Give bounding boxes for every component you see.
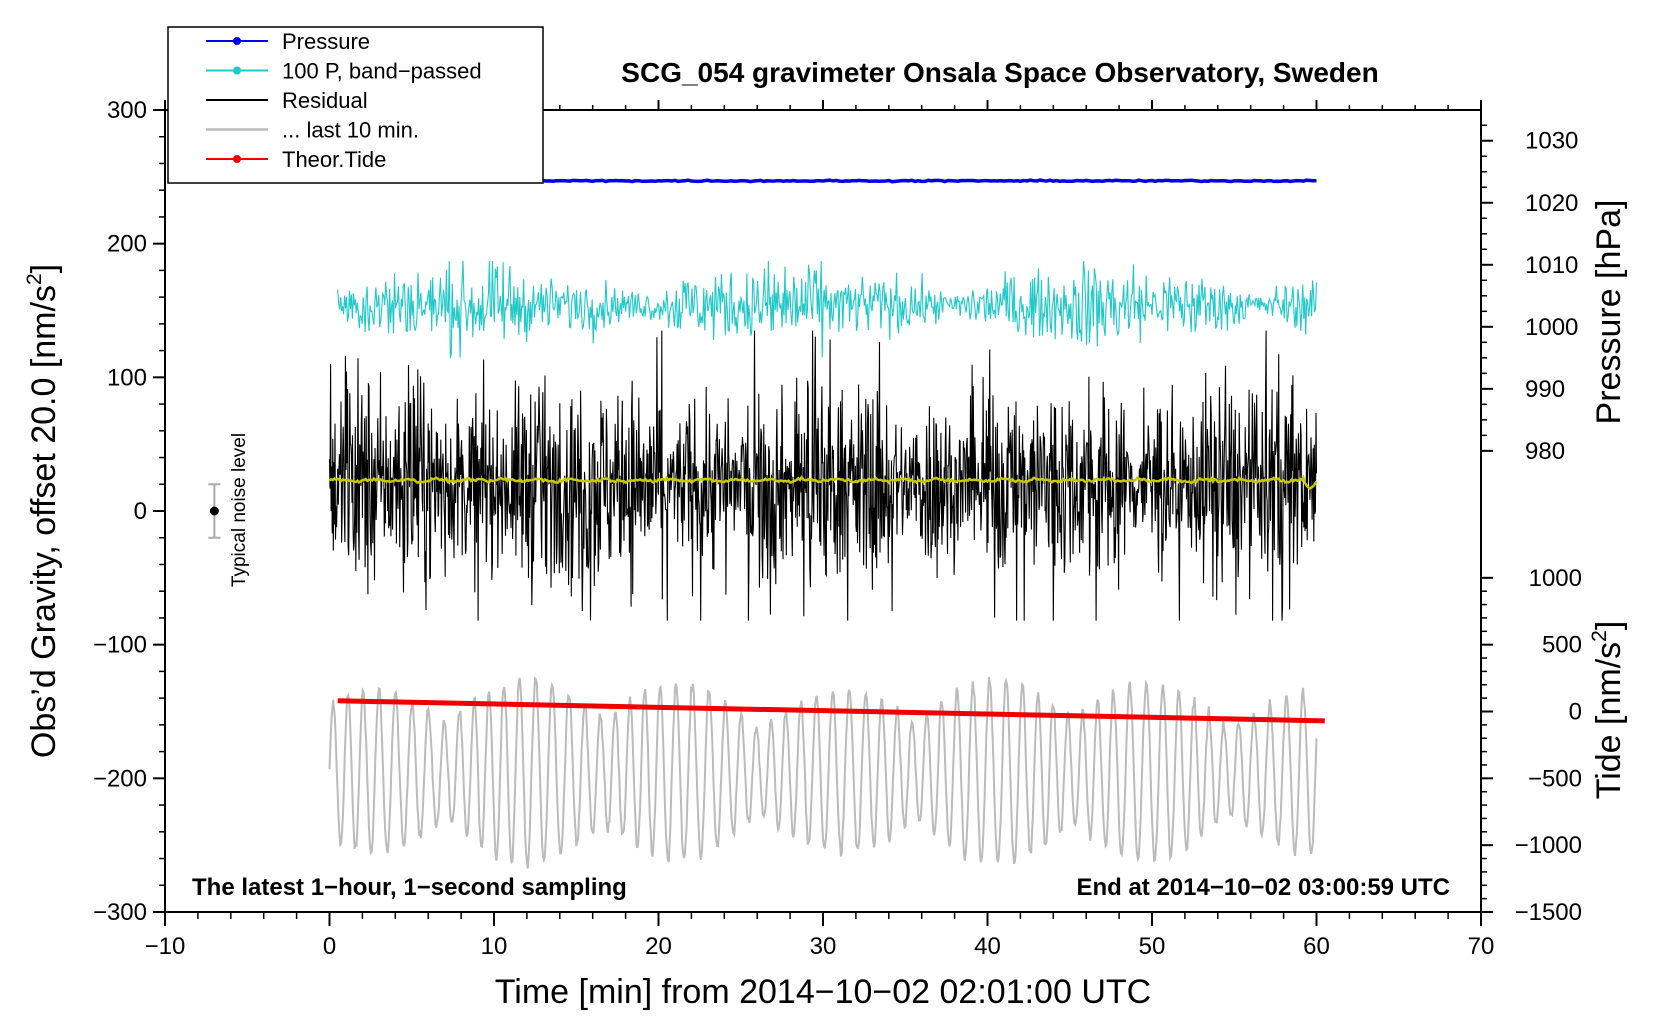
series-theor-tide [337, 698, 1325, 724]
x-tick-label: 0 [323, 933, 336, 960]
series-layer [328, 178, 1325, 869]
noise-bar-dot [209, 506, 219, 516]
y-tick-label: 100 [107, 364, 147, 391]
pressure-tick-label: 1020 [1525, 190, 1578, 217]
x-tick-label: 20 [645, 933, 672, 960]
y-axis-title-close: ] [25, 264, 63, 273]
x-tick-label: 10 [481, 933, 508, 960]
y-axis-title-main: Obs’d Gravity, offset 20.0 [nm/s [25, 285, 63, 758]
series-last-10-min [328, 676, 1318, 869]
tide-tick-label: 500 [1542, 632, 1582, 659]
pressure-tick-label: 1010 [1525, 252, 1578, 279]
y-tick-label: −300 [93, 899, 147, 926]
tide-tick-label: −1500 [1515, 899, 1582, 926]
legend-marker [233, 155, 241, 163]
series-residual-smoothed [328, 474, 1318, 490]
x-tick-label: −10 [145, 933, 186, 960]
pressure-tick-label: 990 [1525, 376, 1565, 403]
x-tick-label: 40 [974, 933, 1001, 960]
tide-tick-label: 1000 [1529, 565, 1582, 592]
series-pressure-bandpassed [337, 260, 1318, 359]
tide-axis-title: Tide [nm/s2] [1588, 621, 1628, 800]
pressure-tick-label: 1000 [1525, 314, 1578, 341]
y-axis-title: Obs’d Gravity, offset 20.0 [nm/s2] [23, 264, 63, 758]
legend-box [167, 26, 544, 184]
x-tick-label: 50 [1139, 933, 1166, 960]
legend-label: Theor.Tide [282, 147, 386, 172]
legend-marker [233, 37, 241, 45]
noise-level-bar [208, 483, 221, 539]
pressure-axis-title: Pressure [hPa] [1590, 200, 1628, 425]
pressure-tick-label: 1030 [1525, 128, 1578, 155]
tide-tick-label: −500 [1528, 765, 1582, 792]
y-tick-label: 0 [134, 498, 147, 525]
note-sampling: The latest 1−hour, 1−second sampling [192, 874, 627, 901]
y-tick-label: 200 [107, 231, 147, 258]
tide-axis-title-sup: 2 [1588, 630, 1611, 642]
legend-label: Pressure [282, 29, 370, 54]
legend-marker [233, 66, 241, 75]
note-end-time: End at 2014−10−02 03:00:59 UTC [1076, 874, 1450, 901]
y-tick-label: 300 [107, 97, 147, 124]
legend-label: Residual [282, 88, 368, 113]
y-axis-title-sup: 2 [23, 273, 46, 285]
x-tick-label: 30 [810, 933, 837, 960]
chart-title: SCG_054 gravimeter Onsala Space Observat… [621, 57, 1378, 88]
x-axis-title: Time [min] from 2014−10−02 02:01:00 UTC [495, 973, 1151, 1011]
y-tick-label: −100 [93, 632, 147, 659]
legend-label: ... last 10 min. [282, 118, 419, 143]
tide-tick-label: 0 [1569, 699, 1582, 726]
legend-label: 100 P, band−passed [282, 59, 482, 84]
legend: Pressure 100 P, band−passed Residual ... la… [167, 26, 544, 184]
noise-level-label: Typical noise level [229, 433, 250, 587]
y-tick-label: −200 [93, 765, 147, 792]
tide-axis-title-main: Tide [nm/s [1590, 642, 1628, 799]
pressure-tick-label: 980 [1525, 438, 1565, 465]
tide-tick-label: −1000 [1515, 832, 1582, 859]
x-tick-label: 70 [1468, 933, 1495, 960]
tide-axis-title-close: ] [1590, 621, 1628, 630]
series-residual [328, 330, 1318, 621]
x-tick-label: 60 [1303, 933, 1330, 960]
axes-layer: −10 0 10 20 30 40 50 60 70−300−200−1000100200300… [93, 97, 1582, 960]
